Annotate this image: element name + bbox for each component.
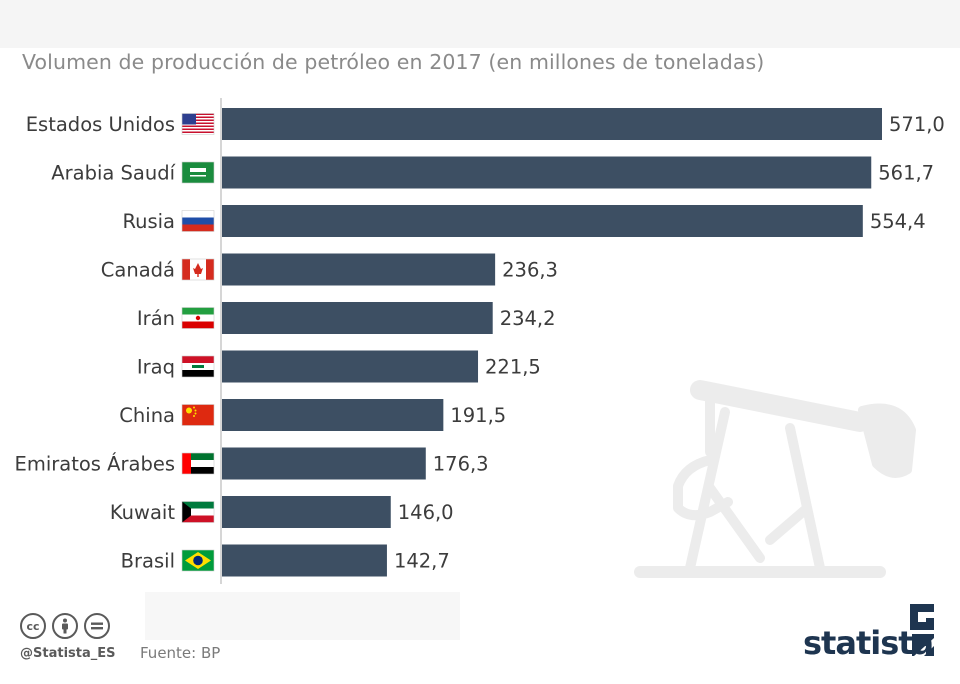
statista-mark-icon (910, 604, 934, 656)
bar (222, 253, 496, 286)
bar (222, 156, 872, 189)
footer-placeholder (145, 592, 460, 640)
bar-chart: Estados Unidos 571,0 Arabia Saudí 561,7 Rusi… (15, 98, 945, 584)
bar (222, 399, 444, 431)
saudi-arabia-flag-icon (181, 161, 215, 184)
bar (222, 496, 391, 528)
social-handle[interactable]: @Statista_ES (20, 646, 116, 661)
license-icons: cc (20, 613, 110, 639)
chart-subtitle: Volumen de producción de petróleo en 201… (22, 50, 765, 74)
value-label: 221,5 (485, 356, 541, 379)
bar (222, 350, 479, 383)
no-derivatives-icon (84, 613, 110, 639)
attribution-icon (52, 613, 78, 639)
cc-icon: cc (20, 613, 46, 639)
category-label: Arabia Saudí (51, 162, 175, 185)
category-label: Estados Unidos (26, 113, 175, 136)
value-label: 571,0 (889, 113, 945, 136)
category-label: Brasil (121, 550, 175, 573)
iraq-flag-icon (181, 355, 215, 378)
category-label: Canadá (101, 259, 175, 282)
category-label: China (119, 404, 175, 427)
kuwait-flag-icon (181, 501, 215, 523)
bar (222, 205, 863, 237)
bar (222, 544, 387, 577)
category-label: Rusia (122, 210, 175, 233)
category-label: Emiratos Árabes (15, 453, 175, 476)
value-label: 561,7 (878, 162, 934, 185)
usa-flag-icon (181, 113, 215, 135)
bar (222, 302, 493, 334)
russia-flag-icon (181, 210, 215, 232)
category-label: Kuwait (110, 501, 175, 524)
value-label: 191,5 (450, 404, 506, 427)
iran-flag-icon (181, 307, 215, 329)
category-label: Iraq (137, 356, 175, 379)
brazil-flag-icon (181, 549, 215, 572)
bar (222, 108, 882, 140)
canada-flag-icon (181, 258, 215, 281)
value-label: 146,0 (398, 501, 454, 524)
category-label: Irán (137, 307, 175, 330)
value-label: 142,7 (394, 550, 450, 573)
china-flag-icon (181, 404, 215, 426)
uae-flag-icon (181, 452, 215, 475)
bar (222, 447, 426, 480)
oil-pump-watermark-icon (634, 380, 916, 578)
value-label: 176,3 (433, 453, 489, 476)
value-label: 236,3 (502, 259, 558, 282)
source-label: Fuente: BP (140, 644, 221, 662)
header-band (0, 0, 960, 48)
value-label: 234,2 (500, 307, 556, 330)
value-label: 554,4 (870, 210, 926, 233)
